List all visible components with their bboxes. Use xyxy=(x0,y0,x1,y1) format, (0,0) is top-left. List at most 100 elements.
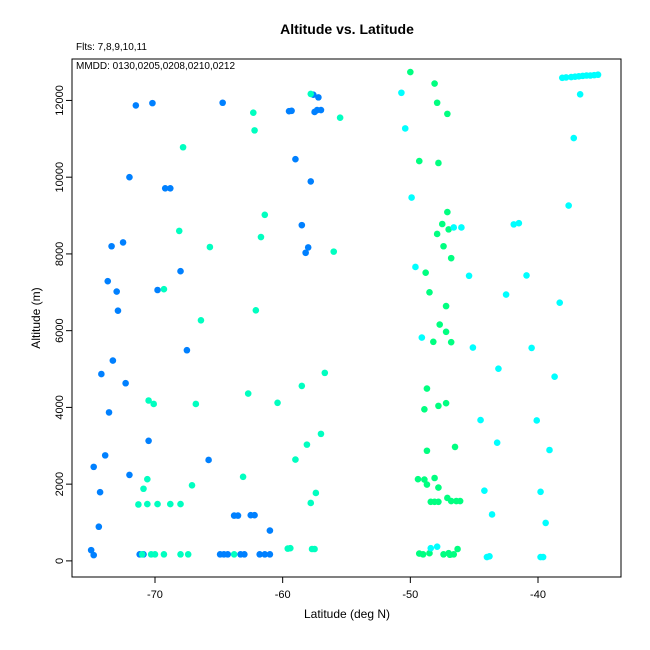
data-point xyxy=(423,385,431,392)
data-point xyxy=(167,185,174,192)
data-point xyxy=(423,447,431,455)
data-point xyxy=(197,317,205,324)
data-point xyxy=(435,159,442,167)
y-tick-label: 2000 xyxy=(54,472,66,496)
data-point xyxy=(421,476,428,483)
data-point xyxy=(135,501,142,508)
data-point xyxy=(442,302,450,310)
data-point xyxy=(149,99,156,107)
data-point xyxy=(493,439,501,447)
data-point xyxy=(495,365,502,372)
data-point xyxy=(108,242,115,250)
data-point xyxy=(160,285,168,293)
data-point xyxy=(502,291,510,298)
data-point xyxy=(256,551,263,558)
data-point xyxy=(160,551,168,558)
data-point xyxy=(407,68,414,76)
data-point xyxy=(426,288,433,296)
y-tick-label: 10000 xyxy=(54,162,66,193)
data-point xyxy=(537,488,544,496)
data-point xyxy=(298,221,306,229)
y-tick-label: 4000 xyxy=(54,395,66,419)
data-point xyxy=(594,71,602,79)
data-point xyxy=(433,543,441,550)
dates-note: MMDD: 0130,0205,0208,0210,0212 xyxy=(76,61,235,72)
data-point xyxy=(287,544,294,552)
data-point xyxy=(154,286,161,294)
data-point xyxy=(145,397,152,404)
data-point xyxy=(177,551,184,558)
data-point xyxy=(415,550,423,557)
x-axis-label: Latitude (deg N) xyxy=(304,607,390,621)
data-point xyxy=(412,263,419,271)
data-point xyxy=(119,239,127,246)
data-point xyxy=(315,94,322,101)
data-point xyxy=(292,155,299,163)
data-point xyxy=(205,456,212,464)
data-point xyxy=(230,551,238,558)
data-point xyxy=(266,527,274,534)
data-point xyxy=(122,379,129,387)
y-axis: 0 2000 4000 6000 8000 10000 12000 xyxy=(54,85,72,564)
data-point xyxy=(465,272,473,280)
x-axis: -70 -60 -50 -40 xyxy=(147,577,546,601)
data-point xyxy=(184,551,192,558)
data-point xyxy=(150,400,158,408)
data-point xyxy=(510,221,518,228)
data-point xyxy=(303,441,311,448)
data-point xyxy=(144,475,151,483)
data-point xyxy=(261,211,269,219)
x-tick-label: -70 xyxy=(147,589,163,601)
data-point xyxy=(104,277,112,285)
data-point xyxy=(539,553,547,561)
data-point xyxy=(447,254,455,262)
data-point xyxy=(458,224,465,231)
data-point xyxy=(101,452,109,459)
data-point xyxy=(109,357,117,364)
data-point xyxy=(179,143,187,151)
data-point xyxy=(426,549,433,557)
data-point xyxy=(438,220,446,228)
data-point xyxy=(431,80,438,87)
data-point xyxy=(151,551,159,558)
data-point xyxy=(302,249,309,257)
data-point xyxy=(307,178,315,185)
data-point xyxy=(87,546,95,554)
data-point xyxy=(321,369,329,377)
x-tick-label: -60 xyxy=(275,589,291,601)
data-point xyxy=(570,134,578,142)
data-point xyxy=(177,500,184,508)
data-point xyxy=(431,474,438,482)
x-tick-label: -40 xyxy=(530,589,546,601)
data-point xyxy=(423,481,431,488)
data-point xyxy=(138,551,146,558)
data-points xyxy=(87,68,602,561)
data-point xyxy=(114,307,122,315)
data-point xyxy=(546,446,553,454)
y-tick-label: 6000 xyxy=(54,318,66,342)
data-point xyxy=(96,488,104,496)
data-point xyxy=(251,127,258,134)
data-point xyxy=(477,416,484,424)
data-point xyxy=(336,114,344,122)
data-point xyxy=(447,497,455,505)
data-point xyxy=(435,498,442,506)
data-point xyxy=(469,344,477,351)
data-point xyxy=(565,202,572,209)
data-point xyxy=(298,382,306,390)
data-point xyxy=(430,338,437,346)
data-point xyxy=(421,406,428,413)
data-point xyxy=(239,473,247,481)
plot-frame xyxy=(71,58,622,578)
data-point xyxy=(515,219,523,227)
data-point xyxy=(442,328,450,336)
data-point xyxy=(330,248,338,255)
data-point xyxy=(556,299,564,306)
data-point xyxy=(257,233,265,241)
data-point xyxy=(126,173,133,181)
data-point xyxy=(224,551,232,558)
data-point xyxy=(307,499,315,507)
data-point xyxy=(288,107,295,115)
data-point xyxy=(175,227,183,235)
